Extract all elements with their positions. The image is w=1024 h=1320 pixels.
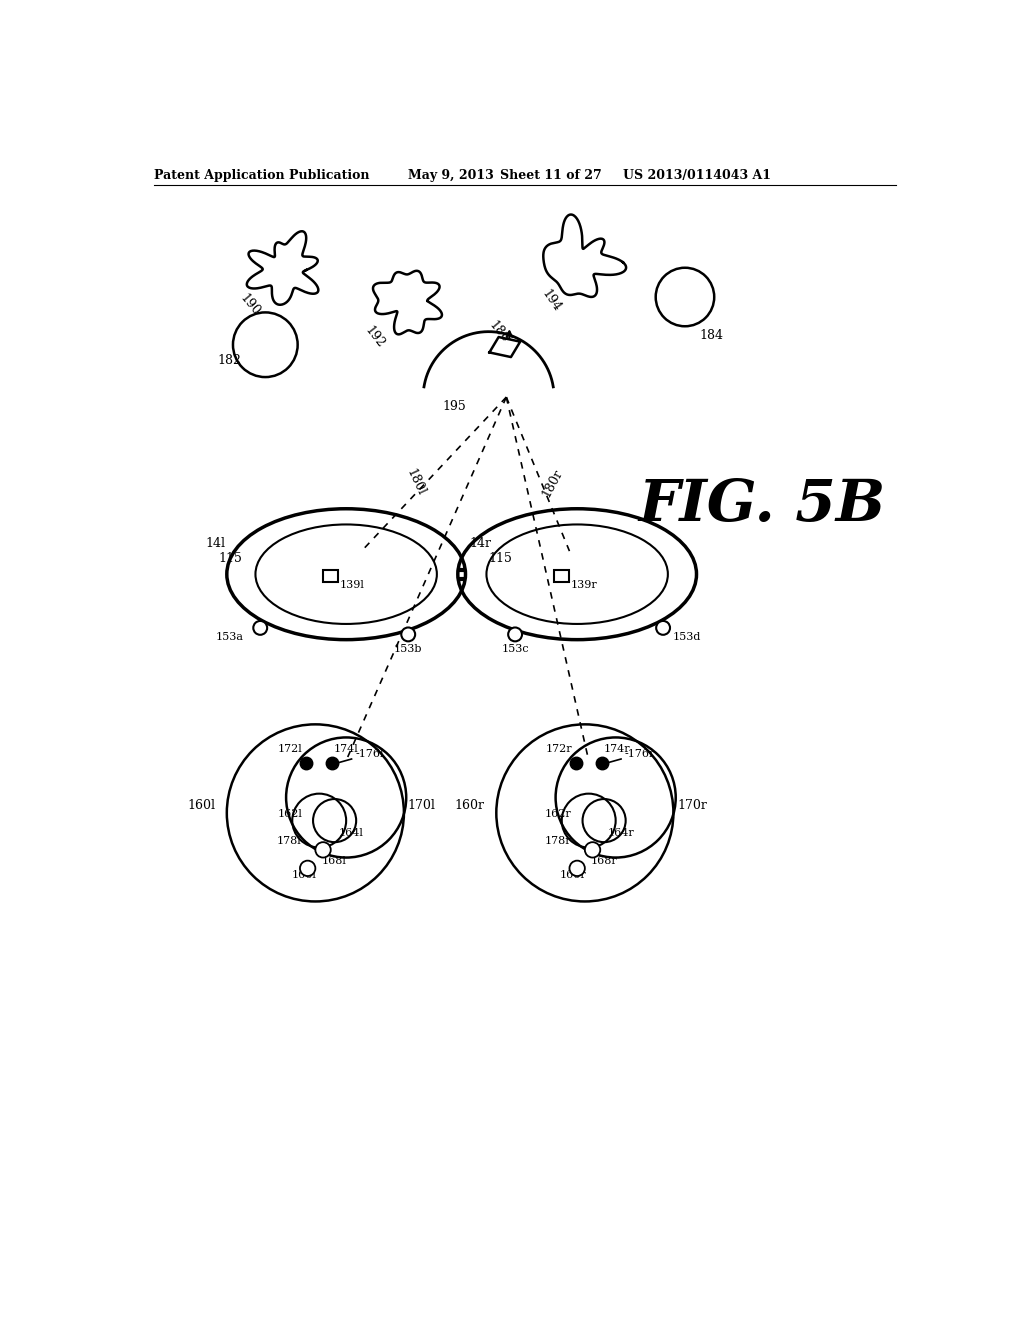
Circle shape xyxy=(569,861,585,876)
Text: 153b: 153b xyxy=(394,644,423,653)
Text: FIG. 5B: FIG. 5B xyxy=(638,477,886,533)
Text: 164l: 164l xyxy=(339,828,364,838)
Circle shape xyxy=(401,627,415,642)
Bar xyxy=(554,570,569,582)
Circle shape xyxy=(656,620,670,635)
Text: 160l: 160l xyxy=(187,799,215,812)
Text: 192: 192 xyxy=(362,323,387,350)
Text: May 9, 2013: May 9, 2013 xyxy=(408,169,494,182)
Text: 190: 190 xyxy=(238,292,262,318)
Text: 174l: 174l xyxy=(334,744,358,754)
Text: 180r: 180r xyxy=(540,467,565,500)
Text: 14r: 14r xyxy=(470,537,492,550)
Text: 14l: 14l xyxy=(205,537,225,550)
Text: 195: 195 xyxy=(442,400,466,413)
Text: 184: 184 xyxy=(700,329,724,342)
Text: 153d: 153d xyxy=(673,632,700,642)
Text: 168r: 168r xyxy=(591,857,617,866)
Text: 166r: 166r xyxy=(560,870,587,879)
Text: 153a: 153a xyxy=(215,632,244,642)
Text: 170l: 170l xyxy=(408,799,435,812)
Text: 162r: 162r xyxy=(545,809,571,818)
Text: -176r: -176r xyxy=(625,748,655,759)
Text: -176l: -176l xyxy=(355,748,384,759)
Text: Sheet 11 of 27: Sheet 11 of 27 xyxy=(500,169,602,182)
Text: 186: 186 xyxy=(486,318,511,345)
Text: 182: 182 xyxy=(217,354,241,367)
Text: 174r: 174r xyxy=(603,744,630,754)
Text: 164r: 164r xyxy=(608,828,635,838)
Circle shape xyxy=(508,627,522,642)
Circle shape xyxy=(253,620,267,635)
Text: 170r: 170r xyxy=(677,799,708,812)
Text: 115: 115 xyxy=(219,552,243,565)
Circle shape xyxy=(585,842,600,858)
Text: 115: 115 xyxy=(488,552,512,565)
Text: 178r: 178r xyxy=(545,836,571,846)
Text: 166l: 166l xyxy=(292,870,316,879)
Text: 180l: 180l xyxy=(403,466,427,498)
Text: 160r: 160r xyxy=(455,799,484,812)
Text: 168l: 168l xyxy=(322,857,346,866)
Text: 153c: 153c xyxy=(502,644,529,653)
Text: 194: 194 xyxy=(539,288,563,314)
Text: 172r: 172r xyxy=(545,744,571,754)
Circle shape xyxy=(300,861,315,876)
Text: 172l: 172l xyxy=(278,744,302,754)
Circle shape xyxy=(315,842,331,858)
Bar xyxy=(323,570,339,582)
Text: US 2013/0114043 A1: US 2013/0114043 A1 xyxy=(624,169,771,182)
Text: 162l: 162l xyxy=(278,809,302,818)
Text: 139r: 139r xyxy=(571,579,598,590)
Text: Patent Application Publication: Patent Application Publication xyxy=(154,169,370,182)
Text: 139l: 139l xyxy=(340,579,365,590)
Text: 178l: 178l xyxy=(276,836,301,846)
